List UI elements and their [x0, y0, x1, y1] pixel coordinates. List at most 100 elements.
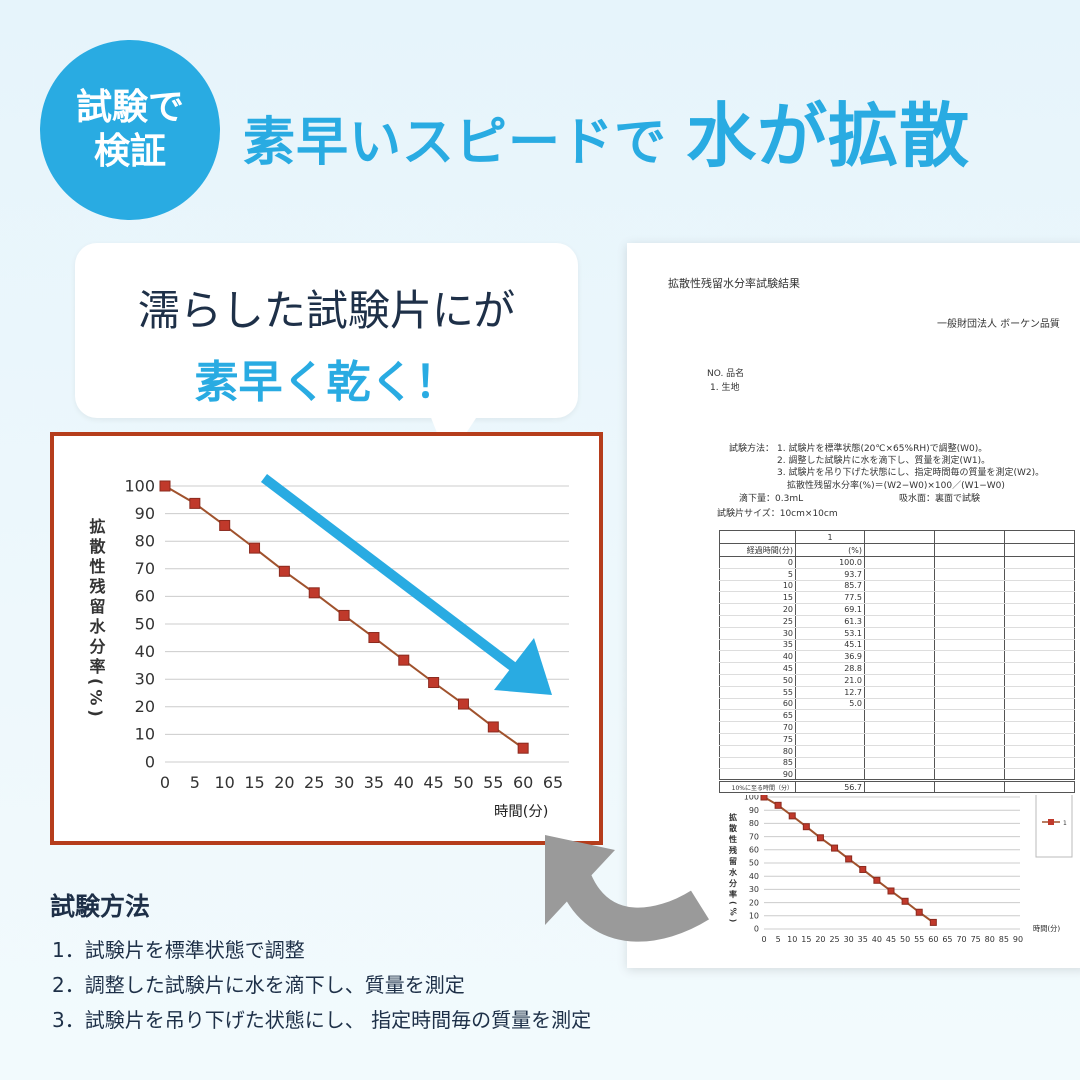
y-tick-label: 70 — [135, 559, 155, 578]
y-tick-label: 100 — [744, 795, 759, 802]
data-point — [219, 519, 231, 531]
data-point — [802, 823, 810, 831]
data-point — [831, 844, 839, 852]
x-tick-label: 30 — [334, 773, 354, 792]
data-point — [189, 497, 201, 509]
table-row: 55 12.7 — [719, 686, 1075, 699]
data-point — [859, 865, 867, 873]
data-point — [816, 834, 824, 842]
x-tick-label: 45 — [423, 773, 443, 792]
doc-method-line: 3. 試験片を吊り下げた状態にし、指定時間毎の質量を測定(W2)。 — [777, 468, 1045, 478]
doc-item: 1. 生地 — [710, 383, 740, 393]
data-point — [845, 855, 853, 863]
table-cell — [1004, 779, 1075, 794]
data-point — [929, 918, 937, 926]
doc-drop: 滴下量：0.3mL — [739, 494, 804, 504]
y-axis-label: 拡散性残留水分率(%) — [87, 517, 106, 721]
data-point — [368, 632, 380, 644]
document-chart: 0 10 20 30 40 50 60 70 80 90 100 0 5 10 15 20 25 30 35 40 45… — [728, 795, 1073, 944]
x-tick-label: 5 — [776, 935, 781, 944]
x-tick-label: 15 — [801, 935, 811, 944]
x-tick-label: 0 — [761, 935, 766, 944]
table-row: 85 — [719, 757, 1075, 770]
table-row: 75 — [719, 733, 1075, 746]
table-cell: 56.7 — [795, 779, 865, 794]
y-tick-label: 40 — [749, 872, 759, 881]
table-row: 35 45.1 — [719, 639, 1075, 652]
table-row: 5 93.7 — [719, 568, 1075, 581]
table-row: 45 28.8 — [719, 662, 1075, 675]
y-tick-label: 60 — [135, 587, 155, 606]
bubble-line2: 素早く乾く！ — [194, 357, 459, 408]
table-cell — [1004, 603, 1075, 616]
y-tick-label: 10 — [135, 725, 155, 744]
table-cell: 経過時間(分) — [719, 543, 796, 557]
x-tick-label: 30 — [844, 935, 854, 944]
data-point — [901, 897, 909, 905]
table-row: 40 36.9 — [719, 650, 1075, 664]
doc-title: 拡散性残留水分率試験結果 — [668, 277, 800, 290]
x-tick-label: 55 — [914, 935, 924, 944]
x-tick-label: 75 — [971, 935, 981, 944]
method-step: 2．調整した試験片に水を滴下し、質量を測定 — [52, 973, 465, 997]
method-title: 試験方法 — [50, 892, 151, 921]
headline-part1: 素早いスピードで — [243, 113, 668, 173]
x-axis-label: 時間(分) — [494, 803, 548, 820]
y-tick-label: 0 — [754, 925, 759, 934]
table-cell — [1004, 674, 1075, 687]
x-tick-label: 50 — [900, 935, 910, 944]
gray-curved-arrow — [545, 835, 710, 942]
table-cell — [1004, 591, 1075, 605]
doc-method-line: 2. 調整した試験片に水を滴下し、質量を測定(W1)。 — [777, 456, 991, 466]
table-row: 15 77.5 — [719, 591, 1075, 605]
data-point — [774, 801, 782, 809]
table-cell — [1004, 662, 1075, 675]
data-point — [398, 654, 410, 666]
y-tick-label: 80 — [135, 532, 155, 551]
table-header-row: 1 — [719, 530, 1075, 544]
table-row: 25 61.3 — [719, 615, 1075, 628]
doc-method-label: 試験方法： — [729, 444, 775, 454]
x-tick-label: 15 — [244, 773, 264, 792]
main-chart-frame: 0 10 20 30 40 50 60 70 80 90 100 0 5 10 15 20 25 30 35 40 45… — [50, 432, 603, 845]
table-row: 60 5.0 — [719, 698, 1075, 711]
table-row: 65 — [719, 709, 1075, 723]
table-cell — [1004, 580, 1075, 593]
x-tick-label: 50 — [453, 773, 473, 792]
x-tick-label: 85 — [999, 935, 1009, 944]
table-cell — [1004, 556, 1075, 569]
x-tick-label: 0 — [160, 773, 170, 792]
x-tick-label: 35 — [858, 935, 868, 944]
doc-size: 試験片サイズ：10cm×10cm — [717, 509, 838, 519]
method-step: 1．試験片を標準状態で調整 — [52, 938, 305, 962]
y-tick-label: 90 — [749, 806, 759, 815]
data-point — [915, 908, 923, 916]
legend-box — [1035, 795, 1073, 858]
doc-item-header: NO. 品名 — [707, 369, 745, 379]
table-cell — [1004, 615, 1075, 628]
y-tick-label: 70 — [749, 832, 759, 841]
y-tick-label: 30 — [135, 670, 155, 689]
y-tick-label: 80 — [749, 819, 759, 828]
y-tick-label: 90 — [135, 504, 155, 523]
bubble-line1: 濡らした試験片にが — [137, 286, 516, 335]
table-row: 0 100.0 — [719, 556, 1075, 569]
table-row: 30 53.1 — [719, 627, 1075, 640]
table-cell — [1004, 721, 1075, 734]
x-tick-label: 60 — [513, 773, 533, 792]
data-point — [308, 587, 320, 599]
y-tick-label: 0 — [145, 752, 155, 771]
table-cell — [1004, 568, 1075, 581]
x-tick-label: 45 — [886, 935, 896, 944]
x-tick-label: 25 — [829, 935, 839, 944]
x-tick-label: 65 — [543, 773, 563, 792]
data-point — [788, 812, 796, 820]
x-tick-label: 10 — [787, 935, 797, 944]
legend-marker — [1048, 819, 1054, 825]
x-tick-label: 55 — [483, 773, 503, 792]
table-row: 20 69.1 — [719, 603, 1075, 616]
y-tick-label: 20 — [135, 697, 155, 716]
method-step: 3．試験片を吊り下げた状態にし、 指定時間毎の質量を測定 — [52, 1008, 592, 1032]
x-tick-label: 80 — [985, 935, 995, 944]
